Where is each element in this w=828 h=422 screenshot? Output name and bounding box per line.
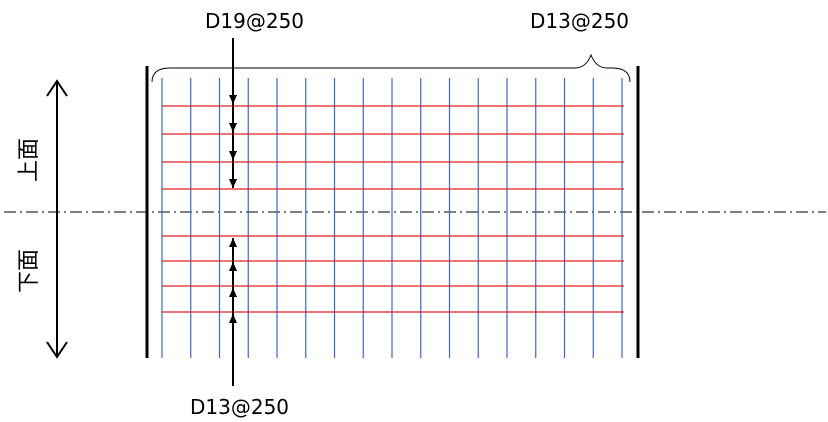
arrowhead bbox=[229, 288, 237, 297]
top-brace bbox=[151, 53, 631, 83]
arrowhead bbox=[229, 151, 237, 160]
bottom-rebar-label: D13@250 bbox=[190, 395, 289, 419]
arrowhead bbox=[229, 314, 237, 323]
top-vertical-rebar-label: D19@250 bbox=[205, 9, 304, 33]
arrowhead bbox=[229, 238, 237, 247]
arrowhead bbox=[229, 95, 237, 104]
arrowhead bbox=[229, 123, 237, 132]
top-horizontal-rebar-label: D13@250 bbox=[530, 9, 629, 33]
vertical-rebar-group bbox=[161, 78, 623, 358]
arrowhead bbox=[229, 262, 237, 271]
lower-face-label: 下面 bbox=[17, 249, 42, 293]
upper-face-label: 上面 bbox=[17, 138, 42, 182]
top-arrowheads bbox=[229, 95, 237, 188]
arrowhead bbox=[229, 179, 237, 188]
bottom-arrowheads bbox=[229, 238, 237, 323]
horizontal-rebar-group bbox=[162, 105, 624, 313]
thickness-double-arrow bbox=[46, 79, 68, 359]
